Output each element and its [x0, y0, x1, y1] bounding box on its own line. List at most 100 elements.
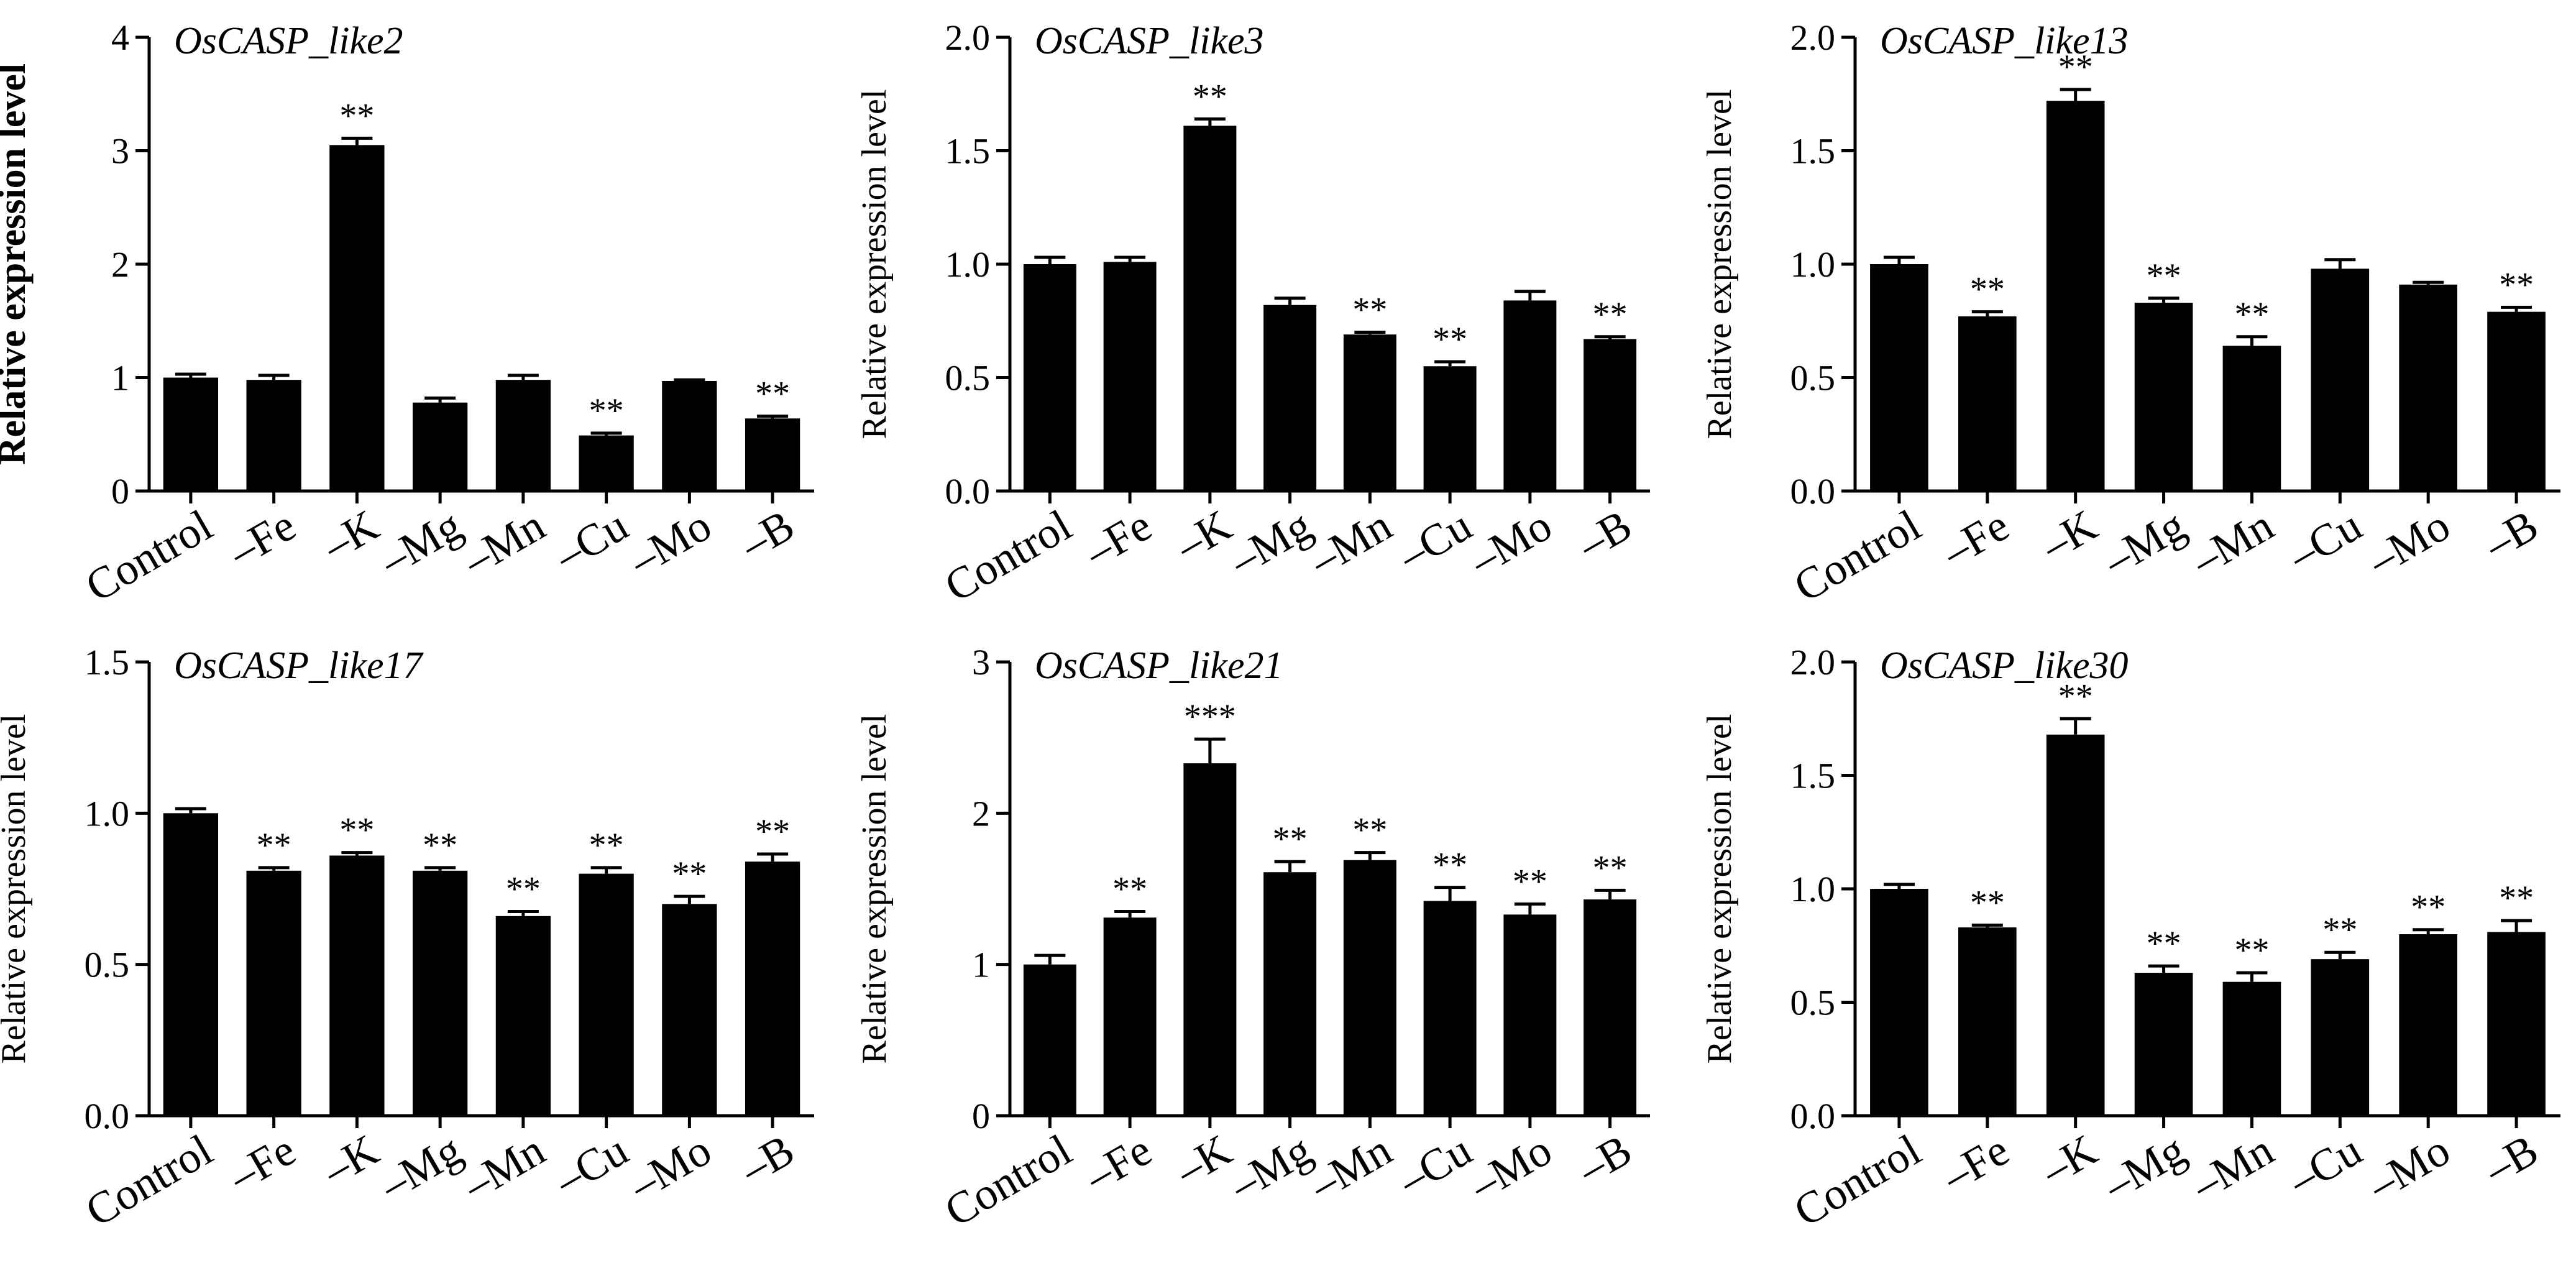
significance-label: **	[1432, 846, 1467, 884]
x-tick-label: –Mo	[2360, 500, 2459, 586]
y-tick-label: 1.0	[945, 244, 991, 285]
x-tick-label: –B	[1569, 1125, 1640, 1195]
x-tick-label: –K	[2033, 500, 2106, 571]
bar	[412, 402, 468, 491]
x-tick-label: –Fe	[1933, 1125, 2017, 1202]
x-tick-label: –Mn	[1301, 500, 1400, 586]
x-tick-label: –B	[1569, 500, 1640, 570]
chart-panel-3: 0.0 0.5 1.0 1.5 2.0 Relative expression level…	[1700, 17, 2560, 612]
bar	[1103, 917, 1157, 1116]
bar	[1343, 334, 1396, 491]
y-tick-label: 0	[111, 471, 129, 512]
y-tick-label: 0.0	[85, 1096, 130, 1136]
y-tick-label: 0.5	[1790, 983, 1836, 1023]
x-tick-label: –B	[731, 500, 802, 570]
bar	[1870, 264, 1928, 491]
bar	[2046, 734, 2105, 1116]
chart-panel-2: 0.0 0.5 1.0 1.5 2.0 Relative expression level…	[855, 17, 1650, 612]
bar	[1263, 305, 1317, 491]
panel-title: OsCASP_like17	[174, 645, 424, 687]
x-tick-label: –B	[2475, 1125, 2546, 1195]
x-tick-label: –Fe	[220, 1125, 303, 1202]
significance-label: ***	[1184, 697, 1236, 736]
bar	[495, 380, 551, 491]
bar	[2311, 959, 2370, 1116]
bar	[1183, 126, 1237, 492]
bar	[1503, 914, 1557, 1116]
x-tick-label: –Mg	[2095, 500, 2194, 586]
bar	[163, 813, 219, 1116]
significance-label: **	[2147, 924, 2181, 963]
panel-title: OsCASP_like3	[1035, 20, 1264, 62]
bar	[662, 904, 717, 1116]
bar	[579, 873, 634, 1116]
bar	[745, 418, 800, 491]
bar	[1958, 927, 2017, 1116]
x-tick-label: –K	[1167, 1125, 1240, 1196]
significance-label: **	[2411, 888, 2445, 927]
significance-label: **	[755, 375, 790, 413]
x-tick-label: Control	[77, 500, 221, 612]
y-tick-label: 0.0	[945, 471, 991, 512]
x-tick-label: –Mo	[1461, 500, 1560, 586]
bar	[329, 145, 385, 491]
y-tick-label: 0.5	[85, 945, 130, 985]
significance-label: **	[2058, 48, 2093, 86]
bar	[2134, 303, 2193, 491]
significance-label: **	[423, 826, 457, 865]
y-axis-label: Relative expression level	[0, 63, 34, 465]
x-tick-label: –Fe	[1076, 1125, 1160, 1202]
significance-label: **	[339, 811, 374, 850]
bar	[1103, 262, 1157, 491]
x-tick-label: Control	[1785, 500, 1929, 612]
x-tick-label: –Fe	[1076, 500, 1160, 577]
y-tick-label: 2.0	[945, 17, 991, 58]
y-axis-label: Relative expression level	[0, 714, 33, 1064]
x-tick-label: –K	[1167, 500, 1240, 571]
significance-label: **	[257, 826, 291, 865]
significance-label: **	[506, 870, 541, 909]
y-tick-label: 4	[111, 17, 129, 58]
x-tick-label: –Mo	[1461, 1125, 1560, 1211]
y-tick-label: 1.5	[945, 131, 991, 172]
bar	[2222, 346, 2281, 491]
x-tick-label: Control	[937, 1125, 1080, 1236]
bar	[495, 916, 551, 1116]
bar	[2487, 311, 2546, 491]
significance-label: **	[1513, 862, 1547, 901]
x-tick-label: –Mn	[454, 1125, 553, 1211]
bar	[412, 870, 468, 1116]
significance-label: **	[339, 96, 374, 135]
bar	[1343, 860, 1396, 1116]
y-tick-label: 0	[972, 1096, 990, 1136]
panel-title: OsCASP_like30	[1880, 645, 2129, 687]
x-tick-label: –Mn	[2183, 1125, 2282, 1211]
x-tick-label: –B	[731, 1125, 802, 1195]
significance-label: **	[1593, 848, 1628, 887]
significance-label: **	[2234, 295, 2269, 334]
y-tick-label: 1	[111, 358, 129, 398]
bar	[1183, 763, 1237, 1116]
bar	[246, 870, 301, 1116]
bar	[745, 861, 800, 1116]
x-tick-label: –K	[314, 1125, 387, 1196]
x-tick-label: –Cu	[2280, 500, 2370, 581]
y-tick-label: 0.0	[1790, 471, 1836, 512]
x-tick-label: –Mn	[454, 500, 553, 586]
y-tick-label: 3	[972, 642, 990, 682]
significance-label: **	[1352, 291, 1387, 329]
x-tick-label: –Fe	[220, 500, 303, 577]
y-tick-label: 1.0	[1790, 244, 1836, 285]
x-tick-label: –Mo	[621, 1125, 720, 1211]
significance-label: **	[2234, 931, 2269, 970]
chart-panel-1: 0 1 2 3 4 Relative expression level OsCASP_lik…	[0, 17, 814, 612]
bar	[2046, 101, 2105, 491]
y-tick-label: 1.0	[85, 793, 130, 834]
x-tick-label: –Cu	[2280, 1125, 2370, 1206]
bar	[1423, 901, 1477, 1116]
y-tick-label: 1	[972, 945, 990, 985]
y-axis-label: Relative expression level	[855, 90, 894, 439]
y-tick-label: 2.0	[1790, 17, 1836, 58]
bar	[1584, 339, 1637, 491]
bar	[2399, 934, 2458, 1116]
